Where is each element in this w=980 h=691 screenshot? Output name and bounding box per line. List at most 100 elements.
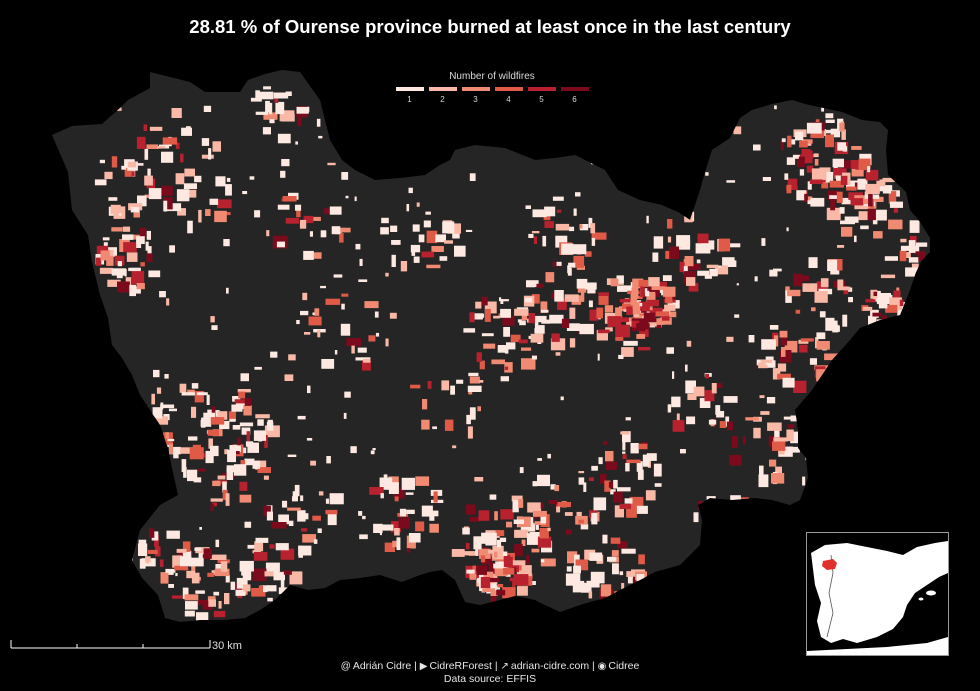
burned-patch [540,558,556,567]
burned-patch [636,323,650,330]
burned-patch [444,240,453,244]
burned-patch [787,135,792,148]
burned-patch [372,448,376,451]
burned-patch [748,335,755,343]
burned-patch [533,236,537,244]
legend-item: 4 [494,87,523,104]
burned-patch [557,502,571,508]
burned-patch [695,243,711,254]
burned-patch [176,189,190,202]
burned-patch [257,419,264,426]
burned-patch [312,312,315,316]
legend-item: 1 [395,87,424,104]
burned-patch [207,596,216,601]
burned-patch [263,86,271,90]
burned-patch [850,160,859,170]
burned-patch [142,428,146,434]
burned-patch [887,497,894,501]
burned-patch [837,286,851,291]
burned-patch [693,386,705,397]
burned-patch [341,293,349,297]
burned-patch [690,186,700,192]
burned-patch [602,441,608,445]
burned-patch [327,359,331,364]
burned-patch [573,208,577,216]
burned-patch [151,531,159,541]
credit-website[interactable]: adrian-cidre.com [510,660,590,672]
burned-patch [511,495,523,502]
burned-patch [653,463,662,477]
burned-patch [149,126,163,131]
burned-patch [918,254,926,262]
burned-patch [520,523,536,532]
burned-patch [643,312,656,324]
burned-patch [873,291,878,296]
burned-patch [385,338,389,347]
burned-patch [878,321,883,325]
burned-patch [726,180,736,183]
burned-patch [423,131,428,144]
burned-patch [551,333,560,342]
burned-patch [207,429,219,436]
burned-patch [194,391,204,403]
burned-patch [255,111,268,115]
burned-patch [547,453,551,459]
burned-patch [579,224,583,229]
burned-patch [450,385,455,395]
burned-patch [676,160,682,165]
burned-patch [467,385,482,392]
burned-patch [152,407,163,419]
burned-patch [567,551,578,564]
burned-patch [394,496,399,502]
burned-patch [607,556,617,562]
burned-patch [605,461,617,470]
burned-patch [359,258,363,266]
credit-github[interactable]: Cidree [608,660,640,672]
burned-patch [201,417,206,428]
burned-patch [106,255,114,266]
burned-patch [893,290,901,301]
burned-patch [780,350,792,363]
burned-patch [807,200,813,205]
burned-patch [698,501,705,510]
burned-patch [219,420,230,430]
burned-patch [615,307,622,320]
burned-patch [232,425,241,430]
burned-patch [306,438,313,441]
burned-patch [915,242,928,247]
burned-patch [814,291,828,303]
burned-patch [203,105,212,112]
burned-patch [138,543,148,556]
burned-patch [226,287,229,294]
burned-patch [772,368,781,380]
burned-patch [361,122,367,126]
burned-patch [653,236,664,249]
burned-patch [297,510,306,522]
credit-youtube[interactable]: CidreRForest [429,660,492,672]
burned-patch [214,568,230,577]
burned-patch [704,275,712,279]
burned-patch [692,165,699,168]
burned-patch [201,154,214,159]
burned-patch [632,320,640,328]
burned-patch [159,559,164,567]
burned-patch [546,132,550,141]
burned-patch [832,324,839,333]
burned-patch [810,197,825,207]
burned-patch [581,582,592,593]
burned-patch [147,549,158,554]
burned-patch [503,567,515,575]
burned-patch [188,189,197,198]
burned-patch [737,532,746,538]
burned-patch [184,610,195,617]
burned-patch [244,458,255,466]
burned-patch [217,475,226,480]
burned-patch [617,541,628,549]
burned-patch [222,489,228,501]
burned-patch [408,533,421,543]
burned-patch [621,583,625,596]
burned-patch [589,309,599,321]
burned-patch [540,516,547,524]
burned-patch [397,135,407,144]
burned-patch [560,396,564,401]
